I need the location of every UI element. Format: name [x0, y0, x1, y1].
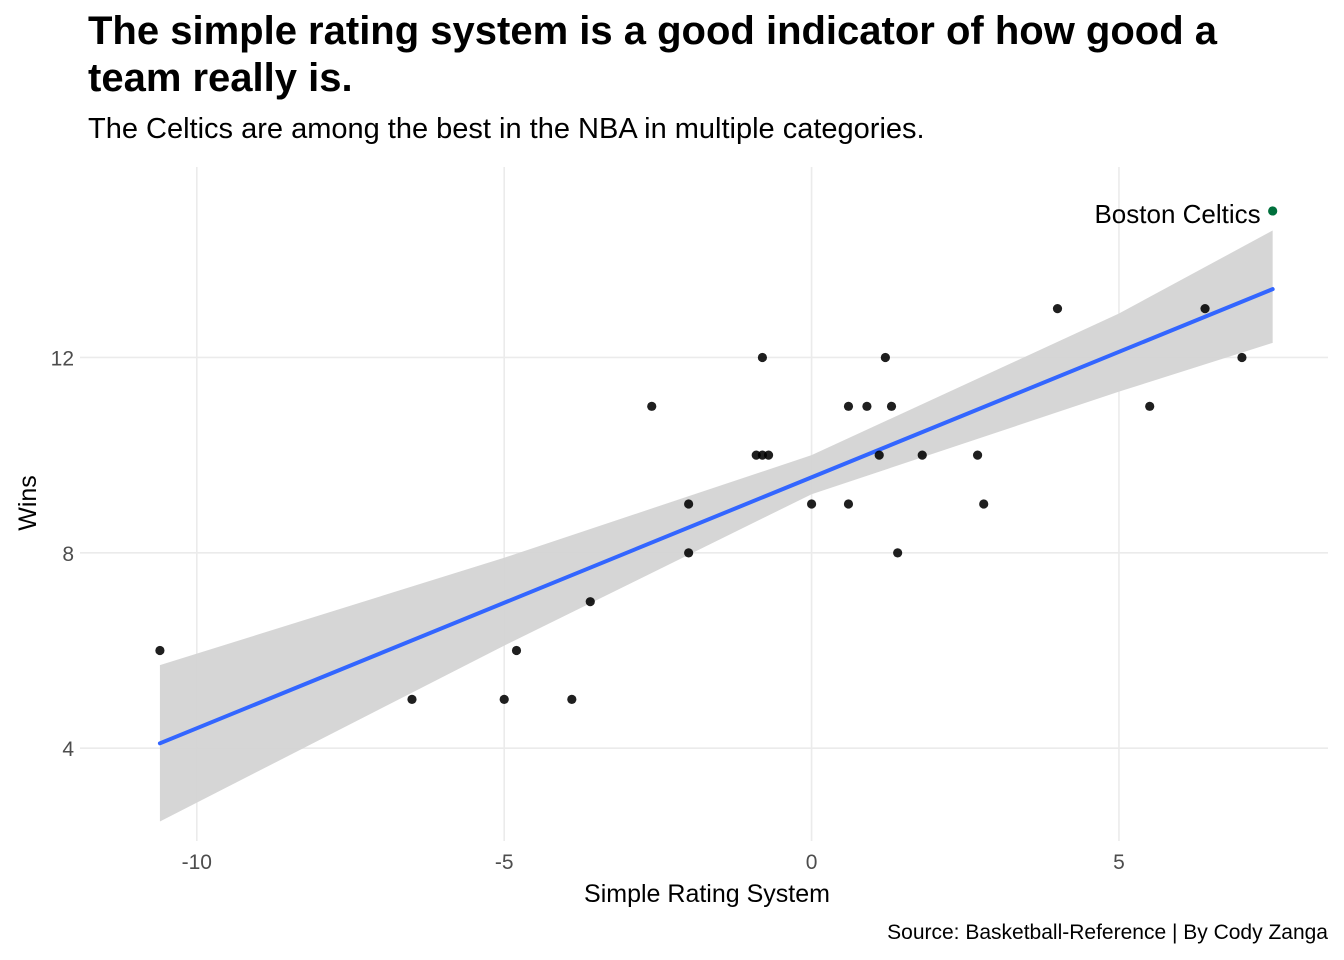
y-axis-title: Wins: [14, 475, 42, 531]
data-point: [763, 450, 774, 460]
x-tick-label: -5: [495, 851, 514, 874]
data-point: [972, 450, 983, 460]
data-point: [862, 401, 872, 411]
data-point: [511, 645, 522, 656]
x-tick-label: 5: [1113, 851, 1125, 874]
x-axis-title: Simple Rating System: [584, 880, 830, 908]
boston-celtics-point: [1268, 206, 1278, 216]
data-point: [917, 450, 927, 460]
trend-line: [157, 287, 1275, 746]
data-point: [684, 499, 694, 509]
data-point: [880, 352, 890, 363]
y-tick-label: 12: [51, 347, 74, 370]
data-point: [874, 450, 884, 460]
data-point: [1237, 352, 1247, 363]
data-point: [585, 597, 595, 607]
chart-subtitle: The Celtics are among the best in the NB…: [88, 113, 925, 145]
data-point: [499, 694, 509, 704]
data-points: [155, 304, 1247, 704]
boston-celtics-label: Boston Celtics: [1094, 199, 1260, 229]
data-point: [893, 548, 903, 558]
data-point: [684, 548, 694, 558]
data-point: [757, 352, 768, 363]
data-point: [886, 401, 897, 411]
y-tick-label: 4: [62, 738, 74, 761]
data-point: [843, 401, 854, 411]
data-point: [843, 499, 854, 509]
data-point: [979, 499, 989, 509]
y-axis-ticks: 4 8 12: [51, 347, 75, 761]
x-tick-label: -10: [182, 851, 212, 874]
data-point: [647, 401, 657, 411]
data-point: [567, 694, 577, 704]
data-point: [407, 694, 417, 704]
data-point: [806, 499, 817, 509]
confidence-band: [159, 230, 1273, 822]
data-point: [1052, 304, 1063, 314]
chart-title: The simple rating system is a good indic…: [88, 9, 1218, 100]
source-caption: Source: Basketball-Reference | By Cody Z…: [887, 921, 1328, 944]
x-axis-ticks: -10 -5 0 5: [182, 851, 1125, 874]
data-point: [1145, 401, 1155, 411]
y-tick-label: 8: [62, 543, 74, 566]
x-tick-label: 0: [806, 851, 818, 874]
data-point: [1200, 304, 1210, 314]
data-point: [155, 645, 165, 656]
